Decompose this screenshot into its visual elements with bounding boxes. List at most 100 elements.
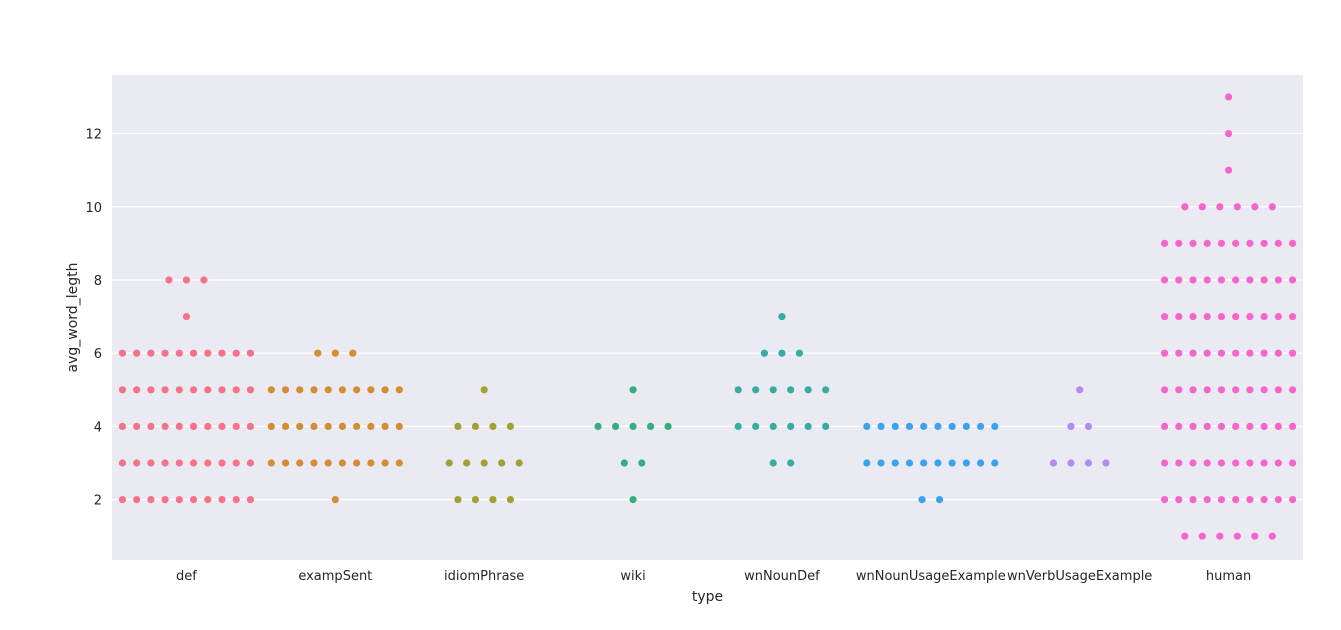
data-point [1203,312,1211,321]
data-point [1260,276,1268,284]
data-point [147,496,155,504]
data-point [1232,386,1240,394]
x-tick-label: idiomPhrase [444,569,524,584]
data-point [1246,276,1254,284]
data-point [189,459,198,467]
data-point [246,459,255,467]
y-tick-label: 2 [94,494,102,509]
data-point [1260,349,1268,357]
x-tick-label: wnNounDef [744,569,820,584]
data-point [324,459,332,467]
data-point [471,496,480,504]
data-point [204,386,212,394]
data-point [1274,496,1282,504]
data-point [232,349,240,357]
data-point [182,276,191,284]
data-point [769,386,777,394]
data-point [1203,386,1211,394]
data-point [664,422,672,430]
x-tick-label: wnNounUsageExample [856,569,1006,584]
data-point [1102,459,1110,467]
data-point [246,422,255,430]
data-point [1246,239,1254,247]
data-point [118,496,127,504]
data-point [1189,422,1197,430]
data-point [133,386,141,394]
data-point [804,386,812,394]
data-point [1203,459,1211,467]
data-point [629,422,637,430]
data-point [353,459,361,467]
data-point [324,386,332,394]
data-point [1288,459,1297,467]
data-point [1175,386,1183,394]
data-point [314,349,322,357]
data-point [218,422,226,430]
data-point [863,422,871,430]
data-point [1246,349,1254,357]
x-tick-labels: def exampSent idiomPhrase wiki wnNounDef wnNo… [176,569,1251,584]
data-point [1189,459,1197,467]
x-axis-label: type [692,589,723,605]
data-point [760,349,769,357]
data-point [381,459,389,467]
data-point [161,422,169,430]
data-point [1216,203,1224,211]
data-point [296,386,304,394]
data-point [310,386,318,394]
y-tick-label: 6 [94,347,102,362]
data-point [863,459,871,467]
data-point [338,422,347,430]
data-point [1175,459,1183,467]
data-point [1217,422,1226,430]
data-point [480,386,488,394]
y-tick-label: 10 [85,201,102,216]
data-point [795,349,804,357]
data-point [1198,532,1206,540]
data-point [118,349,127,357]
data-point [935,496,944,504]
data-point [1189,349,1197,357]
data-point [1217,459,1226,467]
data-point [646,422,655,430]
data-point [1288,349,1297,357]
data-point [1160,239,1169,247]
data-point [296,459,304,467]
data-point [1216,532,1224,540]
data-point [204,422,212,430]
y-axis-label: avg_word_legth [65,263,81,373]
data-point [1160,459,1169,467]
data-point [204,349,212,357]
data-point [1260,312,1268,321]
data-point [1246,386,1254,394]
data-point [1217,386,1226,394]
data-point [920,459,928,467]
data-point [1260,386,1268,394]
data-point [165,276,173,284]
data-point [752,422,760,430]
data-point [218,386,226,394]
data-points [118,93,1297,540]
data-point [175,422,183,430]
data-point [752,386,760,394]
data-point [1076,386,1084,394]
y-tick-labels: 2 4 6 8 10 12 [85,128,102,509]
data-point [1232,349,1240,357]
data-point [1049,459,1058,467]
data-point [1217,239,1226,247]
data-point [1160,496,1169,504]
data-point [395,422,403,430]
data-point [118,422,127,430]
data-point [281,459,290,467]
data-point [232,459,240,467]
data-point [147,422,155,430]
data-point [367,386,375,394]
data-point [948,422,956,430]
data-point [1232,276,1240,284]
data-point [1189,312,1197,321]
data-point [353,386,361,394]
x-tick-label: exampSent [298,569,372,584]
data-point [778,312,786,321]
data-point [1160,349,1169,357]
data-point [506,422,515,430]
